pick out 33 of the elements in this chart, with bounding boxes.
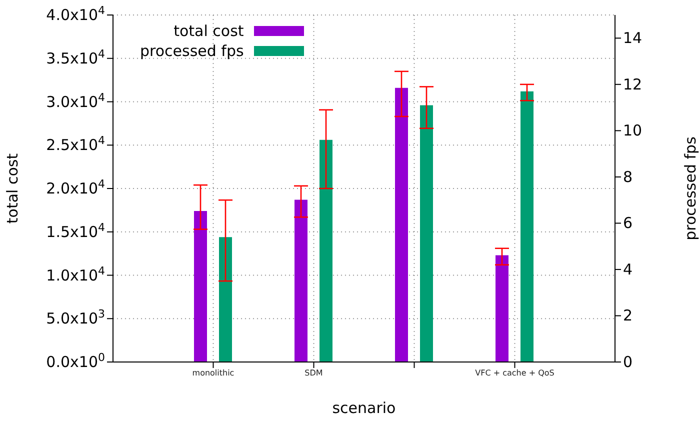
bar (320, 140, 332, 362)
bar (395, 88, 408, 362)
y-tick-label: 3.5x10$^{4}$ (46, 46, 105, 68)
bar (520, 91, 534, 362)
x-axis-title: scenario (332, 399, 396, 417)
y-tick-label: 3.0x10$^{4}$ (46, 90, 105, 111)
y2-axis-title: processed fps (681, 136, 700, 240)
legend-label: total cost (174, 22, 244, 40)
y2-tick-label: 8 (623, 168, 633, 186)
bar (219, 237, 232, 362)
x-tick-label: monolithic (192, 368, 234, 378)
y-tick-label: 0.0x10$^{0}$ (46, 350, 105, 371)
y2-tick-label: 6 (623, 214, 633, 232)
y2-tick-label: 4 (623, 260, 633, 278)
x-tick-label: SDM (304, 368, 323, 378)
y2-tick-label: 0 (623, 353, 633, 371)
y2-tick-label: 2 (623, 306, 633, 325)
y-tick-label: 2.5x10$^{4}$ (46, 134, 105, 154)
y-tick-label: 1.5x10$^{4}$ (46, 220, 105, 241)
y2-tick-label: 14 (623, 29, 642, 48)
bar (420, 105, 433, 362)
bar (294, 200, 308, 362)
x-tick-label: VFC + cache + QoS (475, 368, 554, 378)
y-tick-label: 4.0x10$^{4}$ (46, 4, 105, 24)
y2-tick-label: 10 (623, 122, 642, 140)
bar (496, 255, 508, 362)
y-tick-label: 1.0x10$^{4}$ (46, 264, 105, 284)
y-tick-label: 5.0x10$^{3}$ (46, 307, 105, 328)
y2-tick-label: 12 (623, 75, 642, 94)
y-tick-label: 2.0x10$^{4}$ (46, 177, 105, 198)
legend-label: processed fps (140, 42, 244, 60)
bar (194, 211, 207, 362)
y-axis-title: total cost (3, 153, 22, 224)
